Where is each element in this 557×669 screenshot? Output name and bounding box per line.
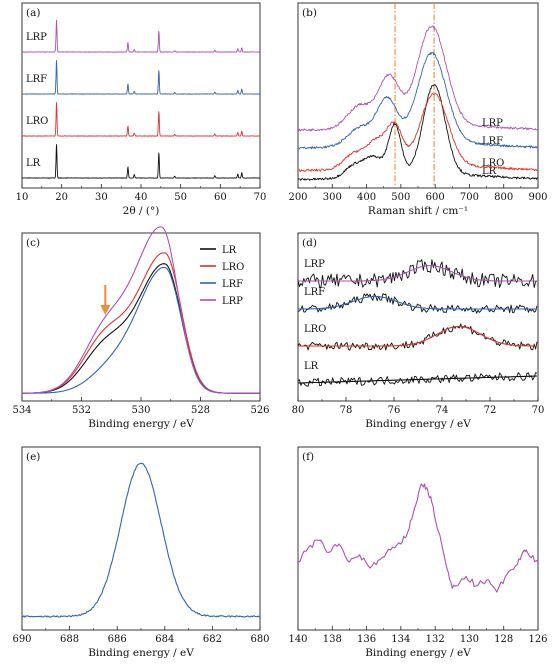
x-tick-label: 128	[494, 634, 513, 645]
x-tick-label: 534	[12, 405, 31, 416]
x-tick-label: 400	[357, 192, 376, 203]
series-lrp-line	[21, 19, 261, 53]
x-tick-label: 682	[203, 634, 222, 645]
x-tick-label: 134	[391, 634, 410, 645]
panel-frame	[21, 232, 261, 402]
series-label-lrf: LRF	[482, 136, 503, 147]
x-axis-label: Binding energy / eV	[365, 418, 471, 430]
x-tick-label: 138	[323, 634, 342, 645]
legend-label-lr: LR	[222, 245, 237, 256]
panel-frame	[21, 2, 261, 189]
x-tick-label: 528	[191, 405, 210, 416]
x-tick-label: 70	[254, 192, 267, 203]
panel-frame	[21, 446, 261, 631]
x-tick-label: 686	[108, 634, 127, 645]
x-tick-label: 526	[250, 405, 269, 416]
series-lro-fit	[298, 325, 537, 347]
series-lr-fit	[298, 375, 538, 384]
series-p2p-line	[297, 483, 539, 593]
series-label-lrp: LRP	[304, 259, 325, 270]
x-tick-label: 60	[214, 192, 227, 203]
legend-label-lro: LRO	[222, 262, 244, 273]
series-f1s-line	[21, 462, 261, 618]
series-lro-line	[22, 252, 260, 394]
series-lrf-line	[21, 59, 261, 95]
highlight-arrow-head	[100, 305, 111, 315]
x-tick-label: 600	[426, 192, 445, 203]
series-lr-line	[297, 84, 539, 181]
x-axis-label: 2θ / (°)	[123, 205, 160, 217]
series-label-lro: LRO	[26, 116, 48, 127]
x-tick-label: 800	[494, 192, 513, 203]
panel-tag: (c)	[26, 237, 40, 249]
series-lrf-line	[297, 51, 539, 150]
panel-tag: (a)	[26, 7, 40, 19]
series-label-lro: LRO	[482, 158, 504, 169]
x-tick-label: 532	[72, 405, 91, 416]
series-lrp-line	[22, 226, 260, 394]
x-tick-label: 690	[12, 634, 31, 645]
x-tick-label: 700	[460, 192, 479, 203]
series-lrf-raw	[297, 293, 538, 314]
x-tick-label: 900	[528, 192, 547, 203]
series-label-lr: LR	[26, 158, 41, 169]
x-tick-label: 50	[174, 192, 187, 203]
series-lrp-fit	[298, 265, 537, 282]
x-axis-label: Raman shift / cm⁻¹	[368, 205, 468, 217]
x-tick-label: 530	[131, 405, 150, 416]
series-label-lro: LRO	[304, 324, 326, 335]
series-label-lr: LR	[304, 361, 319, 372]
series-lrp-line	[297, 25, 539, 132]
x-tick-label: 684	[155, 634, 174, 645]
panel-tag: (e)	[26, 451, 40, 463]
x-tick-label: 74	[436, 405, 449, 416]
panel-tag: (f)	[302, 451, 314, 463]
panel-tag: (d)	[302, 237, 317, 249]
panel-frame	[297, 232, 539, 402]
series-label-lrp: LRP	[26, 32, 47, 43]
x-axis-label: Binding energy / eV	[88, 418, 194, 430]
series-lro-line	[297, 92, 539, 173]
x-tick-label: 680	[250, 634, 269, 645]
x-tick-label: 10	[16, 192, 29, 203]
legend-label-lrf: LRF	[222, 279, 243, 290]
series-label-lrf: LRF	[304, 287, 325, 298]
x-axis-label: Binding energy / eV	[365, 647, 471, 659]
x-tick-label: 688	[60, 634, 79, 645]
x-tick-label: 70	[532, 405, 545, 416]
series-label-lrf: LRF	[26, 74, 47, 85]
x-tick-label: 80	[292, 405, 305, 416]
x-tick-label: 300	[323, 192, 342, 203]
series-lrf-fit	[298, 295, 537, 310]
series-lrp-raw	[297, 259, 538, 288]
x-tick-label: 136	[357, 634, 376, 645]
x-tick-label: 30	[95, 192, 108, 203]
x-tick-label: 72	[484, 405, 497, 416]
x-tick-label: 200	[288, 192, 307, 203]
x-tick-label: 140	[288, 634, 307, 645]
x-tick-label: 78	[340, 405, 353, 416]
x-axis-label: Binding energy / eV	[88, 647, 194, 659]
x-tick-label: 20	[55, 192, 68, 203]
series-lro-line	[21, 102, 261, 137]
x-tick-label: 40	[135, 192, 148, 203]
x-tick-label: 76	[388, 405, 401, 416]
x-tick-label: 130	[460, 634, 479, 645]
legend-label-lrp: LRP	[222, 296, 243, 307]
panel-tag: (b)	[302, 7, 317, 19]
x-tick-label: 500	[391, 192, 410, 203]
series-lr-line	[21, 144, 261, 179]
series-label-lrp: LRP	[482, 118, 503, 129]
x-tick-label: 126	[528, 634, 547, 645]
series-label-lr: LR	[482, 166, 497, 177]
panel-frame	[297, 446, 539, 631]
x-tick-label: 132	[426, 634, 445, 645]
